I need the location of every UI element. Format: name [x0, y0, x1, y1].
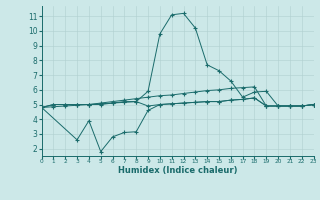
X-axis label: Humidex (Indice chaleur): Humidex (Indice chaleur) — [118, 166, 237, 175]
